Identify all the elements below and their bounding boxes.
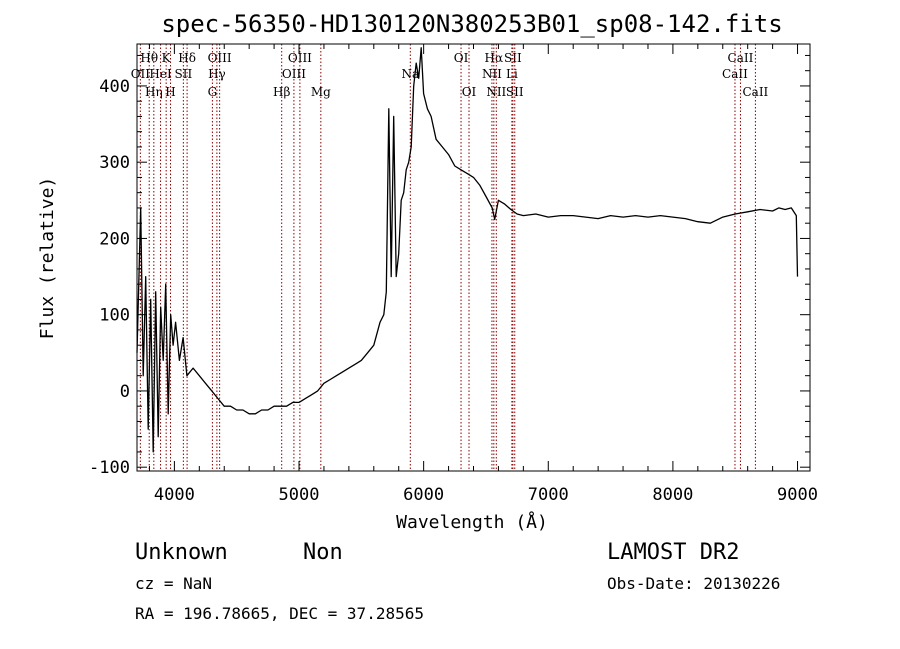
line-label: OII bbox=[131, 67, 151, 81]
y-axis-ticks: -100 0 100 200 300 400 bbox=[89, 54, 810, 478]
x-tick-label: 8000 bbox=[652, 485, 693, 505]
chart-title: spec-56350-HD130120N380253B01_sp08-142.f… bbox=[161, 10, 782, 38]
line-label: SII bbox=[175, 67, 193, 81]
line-label: HeI bbox=[149, 67, 172, 81]
x-tick-label: 5000 bbox=[279, 485, 320, 505]
line-label: Li bbox=[506, 67, 518, 81]
x-tick-label: 9000 bbox=[777, 485, 818, 505]
classification-text: Unknown bbox=[135, 540, 228, 565]
x-tick-label: 4000 bbox=[154, 485, 195, 505]
spectrum-line bbox=[136, 47, 799, 453]
y-tick-label: 200 bbox=[99, 229, 130, 249]
line-label: OIII bbox=[282, 67, 306, 81]
y-tick-label: 100 bbox=[99, 306, 130, 326]
line-label: CaII bbox=[728, 51, 754, 65]
x-axis-ticks: 4000 5000 6000 7000 8000 9000 bbox=[148, 44, 818, 505]
redshift-text: cz = NaN bbox=[135, 574, 212, 593]
x-axis-label: Wavelength (Å) bbox=[396, 511, 548, 533]
x-tick-label: 6000 bbox=[403, 485, 444, 505]
spectrum-series bbox=[136, 47, 799, 453]
line-label: SII bbox=[504, 51, 522, 65]
line-label: Mg bbox=[311, 85, 331, 99]
line-label: G bbox=[208, 85, 218, 99]
y-tick-label: 400 bbox=[99, 77, 130, 97]
line-label: NII bbox=[482, 67, 502, 81]
line-label: K bbox=[162, 51, 172, 65]
obs-date-text: Obs-Date: 20130226 bbox=[607, 574, 780, 593]
line-label: CaII bbox=[722, 67, 748, 81]
line-label: H bbox=[165, 85, 175, 99]
survey-text: LAMOST DR2 bbox=[607, 540, 739, 565]
line-label: CaII bbox=[742, 85, 768, 99]
line-label: Hα bbox=[485, 51, 504, 65]
line-label: Hβ bbox=[273, 85, 290, 99]
line-label: Hη bbox=[145, 85, 163, 99]
subclass-text: Non bbox=[303, 540, 343, 565]
y-tick-label: 300 bbox=[99, 153, 130, 173]
line-label: Hθ bbox=[140, 51, 158, 65]
emission-line-markers: Hθ OII Hη K HeI H Hδ SII OIII Hγ G OIII OIII Hβ Mg Na OI… bbox=[131, 44, 769, 471]
y-tick-label: -100 bbox=[89, 458, 130, 478]
line-label: OI bbox=[454, 51, 469, 65]
line-label: OI bbox=[462, 85, 477, 99]
y-tick-label: 0 bbox=[120, 382, 130, 402]
line-label: Na bbox=[401, 67, 419, 81]
plot-frame bbox=[136, 43, 811, 472]
line-label: OIII bbox=[208, 51, 232, 65]
line-label: Hγ bbox=[208, 67, 226, 81]
y-axis-label: Flux (relative) bbox=[37, 177, 58, 340]
line-label: SII bbox=[506, 85, 524, 99]
line-label: NII bbox=[486, 85, 506, 99]
line-label: OIII bbox=[288, 51, 312, 65]
coordinates-text: RA = 196.78665, DEC = 37.28565 bbox=[135, 604, 424, 623]
line-label: Hδ bbox=[178, 51, 196, 65]
x-tick-label: 7000 bbox=[528, 485, 569, 505]
